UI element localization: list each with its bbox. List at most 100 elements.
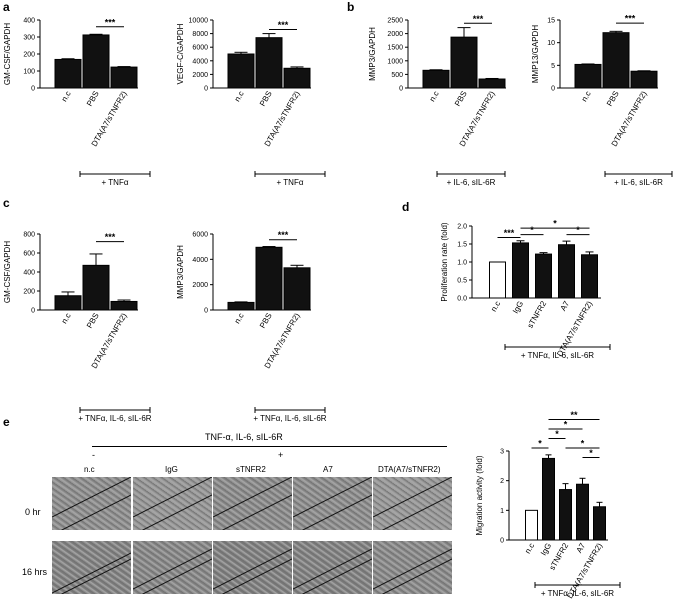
y-tick-label: 600 xyxy=(23,251,35,258)
y-tick-label: 0 xyxy=(500,538,504,545)
bar xyxy=(227,53,255,89)
significance-label: * xyxy=(555,429,559,439)
scratch-edge xyxy=(221,494,292,530)
bar xyxy=(82,264,110,311)
significance-label: * xyxy=(538,439,542,449)
category-label: PBS xyxy=(85,312,101,330)
bar xyxy=(630,70,658,89)
significance-label: *** xyxy=(278,230,289,240)
y-tick-label: 2000 xyxy=(192,72,208,79)
panel-letter-d: d xyxy=(402,200,410,214)
category-label: IgG xyxy=(539,542,553,558)
condition-label: + TNFα, IL-6, sIL-6R xyxy=(541,589,614,598)
condition-label: + TNFα, IL-6, sIL-6R xyxy=(253,414,326,423)
y-tick-label: 2000 xyxy=(192,282,208,289)
y-tick-label: 0 xyxy=(31,86,35,93)
bar xyxy=(489,261,506,299)
y-axis-title: MMP3/GAPDH xyxy=(176,245,185,299)
scratch-lines xyxy=(373,477,452,530)
significance-label: * xyxy=(530,225,534,235)
wound-healing-micrograph xyxy=(52,477,131,530)
y-tick-label: 1 xyxy=(500,508,504,515)
bar xyxy=(576,483,589,541)
scratch-edge xyxy=(52,552,131,594)
y-tick-label: 0 xyxy=(31,308,35,315)
condition-label: + TNFα, IL-6, sIL-6R xyxy=(78,414,151,423)
bar xyxy=(558,244,575,299)
bar xyxy=(542,457,555,541)
micrograph-column-label: n.c xyxy=(84,465,95,474)
scratch-edge xyxy=(373,548,452,590)
wound-healing-micrograph xyxy=(373,477,452,530)
y-tick-label: 4000 xyxy=(192,257,208,264)
y-tick-label: 4000 xyxy=(192,58,208,65)
scratch-edge xyxy=(52,477,131,518)
category-label: A7 xyxy=(575,541,588,554)
y-tick-label: 0.5 xyxy=(457,278,467,285)
scratch-edge xyxy=(293,477,372,518)
y-tick-label: 2500 xyxy=(387,18,403,25)
category-label: A7 xyxy=(559,299,572,312)
scratch-edge xyxy=(373,477,452,518)
y-tick-label: 1000 xyxy=(387,58,403,65)
y-axis-title: Migration activity (fold) xyxy=(475,455,484,535)
y-axis-title: Proliferation rate (fold) xyxy=(440,222,449,301)
significance-label: *** xyxy=(278,20,289,30)
scratch-edge xyxy=(381,494,452,530)
micrograph-row-label: 0 hr xyxy=(25,507,41,517)
significance-label: *** xyxy=(625,14,636,24)
scratch-edge xyxy=(381,558,452,594)
category-label: sTNFR2 xyxy=(526,299,549,330)
bar xyxy=(283,267,311,311)
y-tick-label: 10 xyxy=(547,40,555,47)
y-axis-title: MMP3/GAPDH xyxy=(368,27,377,81)
plus-sign: + xyxy=(278,450,284,460)
scratch-edge xyxy=(141,494,212,530)
scratch-edge xyxy=(60,494,131,530)
scratch-lines xyxy=(133,477,212,530)
significance-label: * xyxy=(576,225,580,235)
category-label: PBS xyxy=(453,90,469,108)
y-axis-title: MMP13/GAPDH xyxy=(531,25,540,83)
treatment-header: TNF-α, IL-6, sIL-6R xyxy=(205,432,283,442)
condition-label: + TNFα xyxy=(102,178,129,187)
y-tick-label: 800 xyxy=(23,232,35,239)
y-tick-label: 200 xyxy=(23,289,35,296)
y-axis-title: VEGF-C/GAPDH xyxy=(176,23,185,84)
significance-label: *** xyxy=(105,232,116,242)
y-tick-label: 0 xyxy=(399,86,403,93)
significance-label: * xyxy=(581,439,585,449)
y-tick-label: 15 xyxy=(547,18,555,25)
scratch-edge xyxy=(301,494,372,530)
y-tick-label: 2 xyxy=(500,478,504,485)
condition-label: + TNFα xyxy=(277,178,304,187)
scratch-edge xyxy=(213,548,292,590)
significance-label: *** xyxy=(504,228,515,238)
significance-label: *** xyxy=(105,17,116,27)
treatment-line xyxy=(92,446,447,447)
wound-healing-micrograph xyxy=(133,477,212,530)
bar xyxy=(559,489,572,541)
scratch-lines xyxy=(293,477,372,530)
scratch-edge xyxy=(60,558,131,594)
wound-healing-micrograph xyxy=(213,477,292,530)
y-axis-title: GM-CSF/GAPDH xyxy=(3,23,12,85)
y-tick-label: 3 xyxy=(500,449,504,456)
condition-label: + TNFα, IL-6, sIL-6R xyxy=(521,351,594,360)
y-tick-label: 400 xyxy=(23,18,35,25)
significance-label: * xyxy=(564,420,568,430)
micrograph-column-label: A7 xyxy=(323,465,333,474)
significance-label: ** xyxy=(570,410,578,420)
scratch-edge xyxy=(133,548,212,590)
y-tick-label: 200 xyxy=(23,52,35,59)
micrograph-row-label: 16 hrs xyxy=(22,567,48,577)
y-tick-label: 5 xyxy=(551,63,555,70)
category-label: n.c xyxy=(428,90,441,104)
y-tick-label: 1.0 xyxy=(457,260,467,267)
condition-label: + IL-6, sIL-6R xyxy=(614,178,663,187)
wound-healing-micrograph xyxy=(213,541,292,594)
bar xyxy=(574,63,602,89)
y-tick-label: 100 xyxy=(23,69,35,76)
y-tick-label: 0 xyxy=(551,86,555,93)
